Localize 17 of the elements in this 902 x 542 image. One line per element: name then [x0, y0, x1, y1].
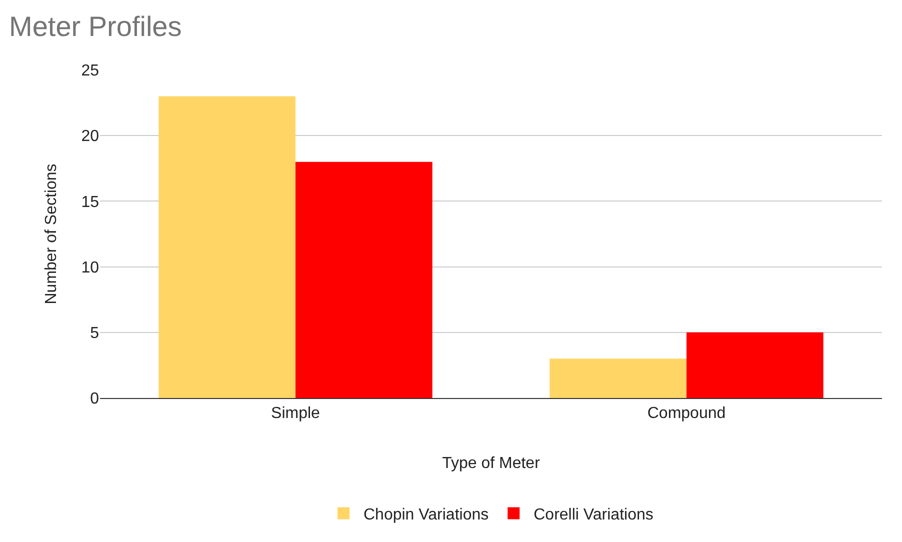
x-axis-title: Type of Meter: [442, 454, 541, 472]
x-tick-label: Simple: [271, 405, 320, 422]
bar: [158, 96, 296, 398]
legend-label: Corelli Variations: [534, 506, 654, 524]
y-tick-label: 15: [81, 194, 100, 211]
y-tick-label: 25: [81, 62, 100, 80]
bar: [550, 358, 686, 398]
chart-title: Meter Profiles: [9, 10, 182, 42]
y-tick-label: 5: [90, 325, 100, 342]
legend-label: Chopin Variations: [364, 506, 489, 524]
y-axis-title: Number of Sections: [43, 164, 60, 304]
y-tick-label: 20: [81, 128, 100, 146]
y-tick-label: 0: [90, 390, 100, 408]
y-tick-label: 10: [81, 259, 100, 276]
bar: [296, 162, 432, 398]
x-tick-label: Compound: [647, 405, 726, 422]
bar: [686, 332, 824, 398]
